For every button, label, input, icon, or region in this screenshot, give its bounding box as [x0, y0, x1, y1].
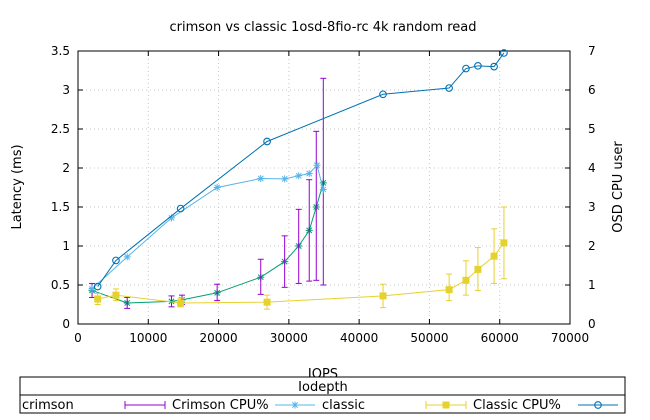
- data-point: [500, 49, 508, 57]
- data-point: [295, 172, 303, 180]
- x-tick-label: 60000: [481, 331, 519, 345]
- y-tick-label: 1: [62, 239, 70, 253]
- legend-entries: crimson Crimson CPU% classic Classic CPU%: [22, 398, 618, 413]
- y2-tick-label: 6: [588, 83, 596, 97]
- y2-tick-label: 2: [588, 239, 596, 253]
- data-point: [177, 299, 185, 307]
- y-tick-label: 3: [62, 83, 70, 97]
- legend-label: crimson: [22, 398, 74, 413]
- series-4: [94, 206, 508, 310]
- data-point: [263, 298, 271, 306]
- y-tick-label: 0: [62, 317, 70, 331]
- data-point: [123, 253, 131, 261]
- series-line: [97, 242, 505, 304]
- y-tick-label: 1.5: [51, 200, 70, 214]
- y2-tick-label: 7: [588, 44, 596, 58]
- data-point: [94, 295, 102, 303]
- y-tick-label: 0.5: [51, 278, 70, 292]
- x-tick-label: 40000: [340, 331, 378, 345]
- plot-frame: [77, 50, 571, 325]
- x-tick-label: 10000: [129, 331, 167, 345]
- series-layer: [88, 49, 508, 310]
- legend-sample-marker: [442, 401, 450, 409]
- legend-sample-marker: [594, 401, 602, 409]
- y-tick-label: 2.5: [51, 122, 70, 136]
- y-tick-label: 2: [62, 161, 70, 175]
- y2-tick-label: 1: [588, 278, 596, 292]
- data-point: [167, 214, 175, 222]
- data-point: [445, 84, 453, 92]
- series-3: [88, 161, 327, 293]
- data-point: [379, 90, 387, 99]
- axis-ticks: 0 10000 20000 30000 40000 50000 60000 7000000.5…: [51, 44, 596, 345]
- x-tick-label: 30000: [270, 331, 308, 345]
- data-point: [500, 239, 508, 247]
- data-point: [213, 184, 221, 191]
- chart-title: crimson vs classic 1osd-8fio-rc 4k rando…: [169, 20, 476, 35]
- y2-tick-label: 4: [588, 161, 596, 175]
- data-point: [490, 252, 498, 260]
- data-point: [305, 169, 313, 177]
- data-point: [462, 64, 470, 73]
- data-point: [379, 292, 387, 300]
- data-point: [462, 276, 470, 284]
- legend: Iodepth crimson Crimson CPU% classic Classi…: [19, 376, 626, 414]
- data-point: [313, 161, 321, 169]
- x-tick-label: 20000: [199, 331, 237, 345]
- y-tick-label: 3.5: [51, 44, 70, 58]
- data-point: [93, 282, 102, 291]
- data-point: [112, 256, 120, 265]
- data-point: [281, 175, 289, 183]
- data-point: [319, 185, 327, 193]
- series-5: [93, 49, 508, 291]
- x-tick-label: 0: [74, 331, 82, 345]
- legend-sample-marker: [291, 401, 299, 409]
- series-line: [91, 164, 324, 290]
- data-point: [263, 137, 271, 146]
- data-point: [490, 62, 498, 71]
- y2-axis-title: OSD CPU user: [611, 141, 626, 233]
- legend-label: Classic CPU%: [473, 398, 561, 413]
- y-axis-title: Latency (ms): [10, 144, 25, 229]
- legend-title: Iodepth: [298, 380, 348, 395]
- y2-tick-label: 5: [588, 122, 596, 136]
- series-line: [97, 52, 505, 287]
- data-point: [257, 175, 265, 183]
- x-tick-label: 50000: [410, 331, 448, 345]
- data-point: [112, 291, 120, 299]
- data-point: [176, 204, 185, 213]
- y2-tick-label: 3: [588, 200, 596, 214]
- y2-tick-label: 0: [588, 317, 596, 331]
- data-point: [445, 286, 453, 294]
- data-point: [88, 285, 96, 293]
- legend-label: Crimson CPU%: [172, 398, 269, 413]
- data-point: [474, 265, 482, 273]
- series-1: [88, 179, 327, 307]
- legend-label: classic: [322, 398, 365, 413]
- x-tick-label: 70000: [551, 331, 589, 345]
- data-point: [474, 61, 482, 70]
